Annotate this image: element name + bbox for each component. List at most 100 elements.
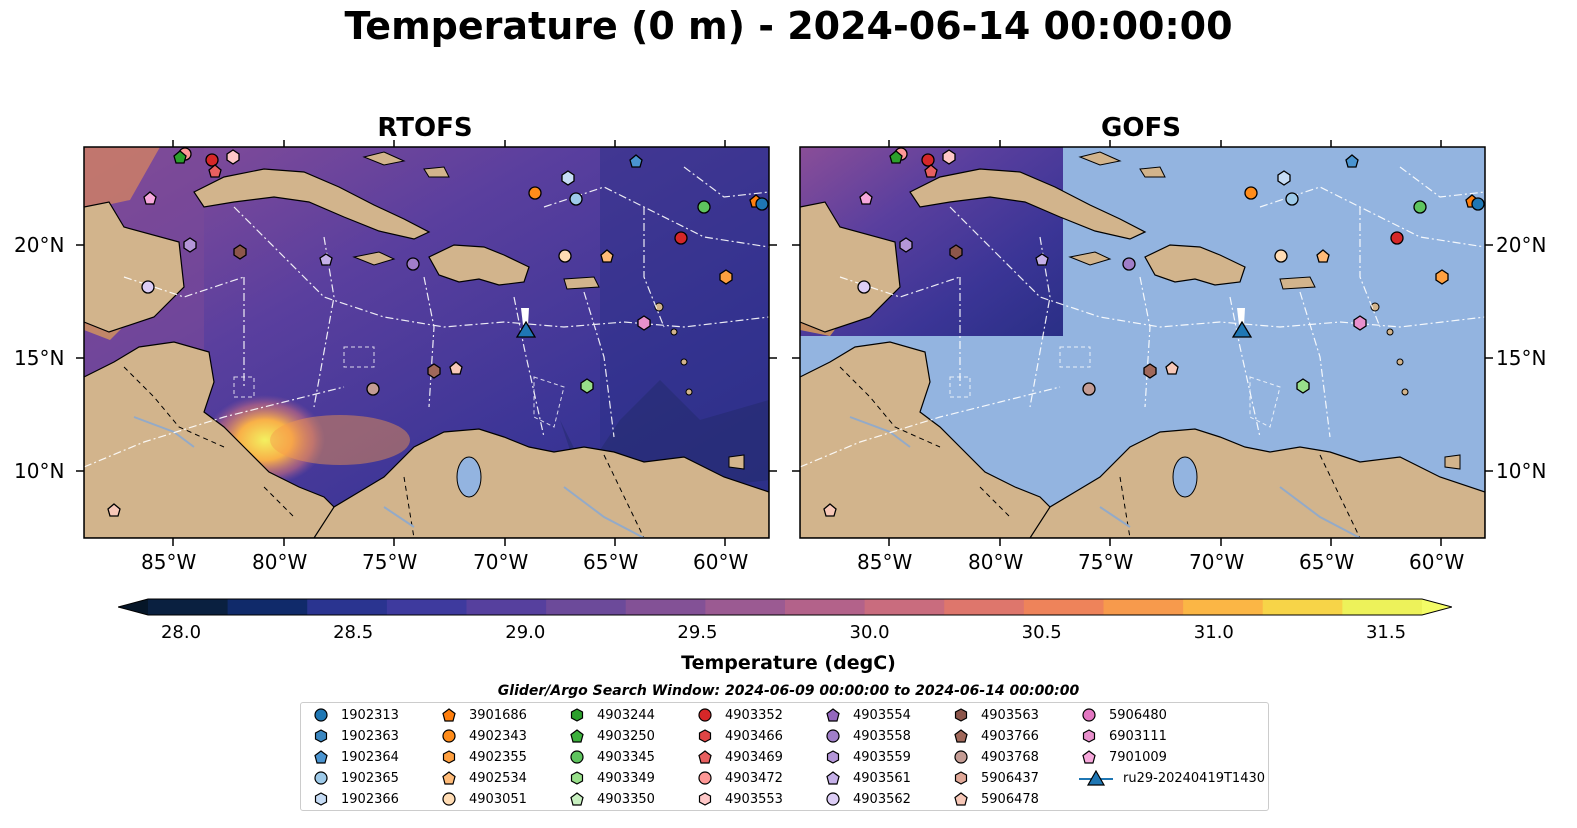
hexagon-marker-icon [314,729,328,743]
pentagon-marker-icon [698,750,712,764]
legend-item: 1902365 [311,769,399,787]
figure-title: Temperature (0 m) - 2024-06-14 00:00:00 [344,4,1233,48]
legend-label: 4903469 [725,749,783,765]
legend-label: 4903562 [853,791,911,807]
circle-marker-icon [954,750,968,764]
colorbar-tick: 30.5 [1021,622,1062,643]
gofs-map [800,147,1485,538]
observation-markers-rtofs [107,147,769,517]
legend-label: 4903553 [725,791,783,807]
legend-label: 4903472 [725,770,783,786]
colorbar-extend-high [1422,599,1452,615]
legend-label: 1902365 [341,770,399,786]
colorbar-segment [625,599,706,615]
pentagon-marker-icon [954,792,968,806]
colorbar-segment [705,599,786,615]
legend-label: 7901009 [1109,749,1167,765]
colorbar-segment [386,599,467,615]
legend-item: 4903561 [823,769,911,787]
legend-item: 4903558 [823,727,911,745]
legend-label: 4903051 [469,791,527,807]
legend-label: 1902363 [341,728,399,744]
legend-item: 4903554 [823,706,911,724]
legend-item: 4903562 [823,790,911,808]
legend-item: 5906478 [951,790,1039,808]
circle-marker-icon [442,792,456,806]
legend-item: 1902313 [311,706,399,724]
colorbar-extend-low [118,599,148,615]
colorbar-segment [785,599,866,615]
legend-item: 4903250 [567,727,655,745]
hexagon-marker-icon [826,750,840,764]
colorbar-label: Temperature (degC) [681,652,896,674]
lat-tick: 15°N [1496,346,1547,370]
legend-item: 3901686 [439,706,527,724]
rtofs-map [84,147,769,538]
legend-label: 4903350 [597,791,655,807]
colorbar-outline [118,598,1452,616]
legend-label: 5906480 [1109,707,1167,723]
hexagon-marker-icon [954,708,968,722]
legend-label: 4903561 [853,770,911,786]
legend-label: 4902343 [469,728,527,744]
legend-label: 4903345 [597,749,655,765]
colorbar-segment [1342,599,1423,615]
legend-item: 4903051 [439,790,527,808]
lon-tick: 60°W [1409,550,1465,574]
colorbar-segment [1103,599,1184,615]
legend-label: 6903111 [1109,728,1167,744]
hexagon-marker-icon [442,750,456,764]
colorbar-segment [944,599,1025,615]
legend-label: 4902534 [469,770,527,786]
legend-label: 5906478 [981,791,1039,807]
legend-label: 4903768 [981,749,1039,765]
lat-tick: 20°N [14,233,65,257]
pentagon-marker-icon [826,771,840,785]
lon-tick: 85°W [857,550,913,574]
pentagon-marker-icon [442,708,456,722]
colorbar-segment [227,599,308,615]
colorbar-tick: 30.0 [849,622,890,643]
colorbar-segment [1183,599,1264,615]
legend-item: ru29-20240419T1430 [1079,769,1265,787]
legend-label: 1902366 [341,791,399,807]
lat-tick: 20°N [1496,233,1547,257]
legend-item: 4903553 [695,790,783,808]
circle-marker-icon [698,771,712,785]
lon-tick: 75°W [1078,550,1134,574]
pentagon-marker-icon [570,729,584,743]
hexagon-marker-icon [698,792,712,806]
legend-label: ru29-20240419T1430 [1123,770,1266,786]
hexagon-marker-icon [1082,729,1096,743]
lat-tick: 15°N [14,346,65,370]
panel-title-rtofs: RTOFS [377,113,473,143]
colorbar-tick: 28.5 [333,622,374,643]
legend-label: 4903554 [853,707,911,723]
lon-tick: 75°W [362,550,418,574]
legend-label: 1902364 [341,749,399,765]
circle-marker-icon [314,771,328,785]
colorbar-tick: 29.0 [505,622,546,643]
legend-item: 4903466 [695,727,783,745]
legend-item: 1902363 [311,727,399,745]
legend-item: 6903111 [1079,727,1167,745]
lat-tick: 10°N [1496,459,1547,483]
pentagon-marker-icon [570,792,584,806]
hexagon-marker-icon [954,771,968,785]
legend-label: 4903244 [597,707,655,723]
colorbar-segment [148,599,229,615]
legend-item: 4902355 [439,748,527,766]
legend-label: 4903766 [981,728,1039,744]
circle-marker-icon [698,708,712,722]
legend-label: 4903349 [597,770,655,786]
colorbar-segment [466,599,547,615]
pentagon-marker-icon [1082,750,1096,764]
legend: 1902313 1902363 1902364 1902365 1902366 39016… [300,702,1269,811]
colorbar-segment [307,599,388,615]
pentagon-marker-icon [314,750,328,764]
legend-item: 4903559 [823,748,911,766]
lon-tick: 60°W [693,550,749,574]
legend-item: 4903352 [695,706,783,724]
legend-label: 4903558 [853,728,911,744]
legend-label: 4902355 [469,749,527,765]
